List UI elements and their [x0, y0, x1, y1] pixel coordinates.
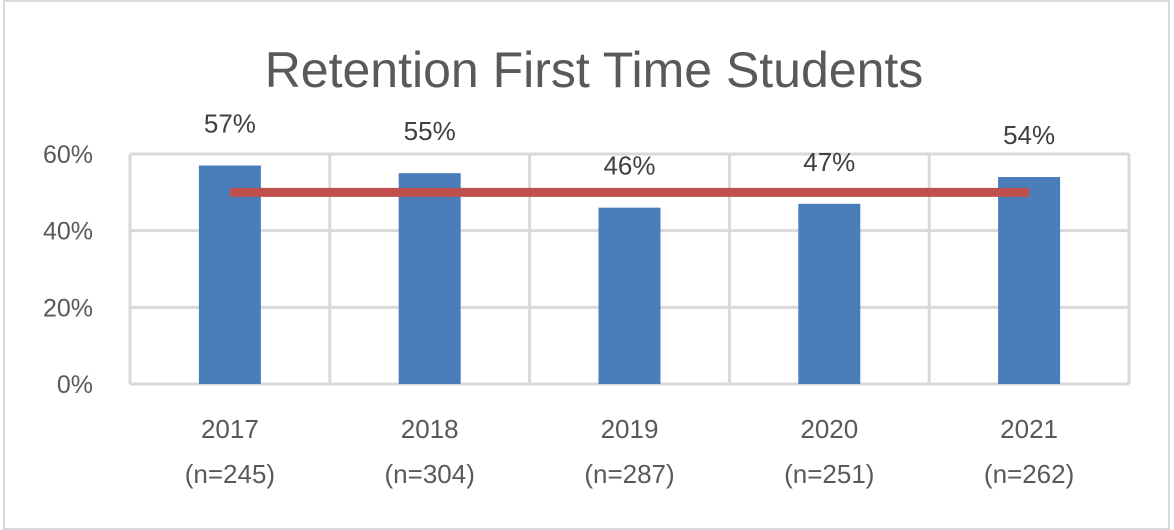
chart-frame	[3, 0, 1170, 530]
y-tick-label: 0%	[57, 371, 93, 399]
x-tick-label: 2019	[601, 414, 659, 444]
x-tick-label: 2018	[401, 414, 459, 444]
y-tick-label: 20%	[43, 294, 93, 322]
data-label: 46%	[603, 151, 655, 181]
x-tick-sublabel: (n=304)	[385, 459, 475, 489]
y-axis: 0% 20% 40% 60%	[43, 141, 93, 399]
x-tick-sublabel: (n=251)	[784, 459, 874, 489]
x-tick-label: 2017	[201, 414, 259, 444]
bar	[198, 165, 261, 384]
bar	[998, 177, 1061, 384]
x-tick-sublabel: (n=245)	[185, 459, 275, 489]
x-tick-label: 2020	[800, 414, 858, 444]
data-labels: 57% 55% 46% 47% 54%	[204, 109, 1055, 181]
chart-title: Retention First Time Students	[265, 42, 924, 98]
x-tick-sublabel: (n=262)	[984, 459, 1074, 489]
y-tick-label: 60%	[43, 141, 93, 169]
bar	[598, 207, 661, 384]
data-label: 54%	[1003, 120, 1055, 150]
data-label: 55%	[404, 116, 456, 146]
data-label: 47%	[803, 147, 855, 177]
bar	[798, 203, 861, 384]
data-label: 57%	[204, 109, 256, 139]
x-tick-label: 2021	[1000, 414, 1058, 444]
y-tick-label: 40%	[43, 218, 93, 246]
bar-series	[198, 165, 1061, 384]
x-axis: 2017 (n=245) 2018 (n=304) 2019 (n=287) 2020 (n=…	[185, 414, 1075, 489]
x-tick-sublabel: (n=287)	[584, 459, 674, 489]
bar	[398, 173, 461, 384]
